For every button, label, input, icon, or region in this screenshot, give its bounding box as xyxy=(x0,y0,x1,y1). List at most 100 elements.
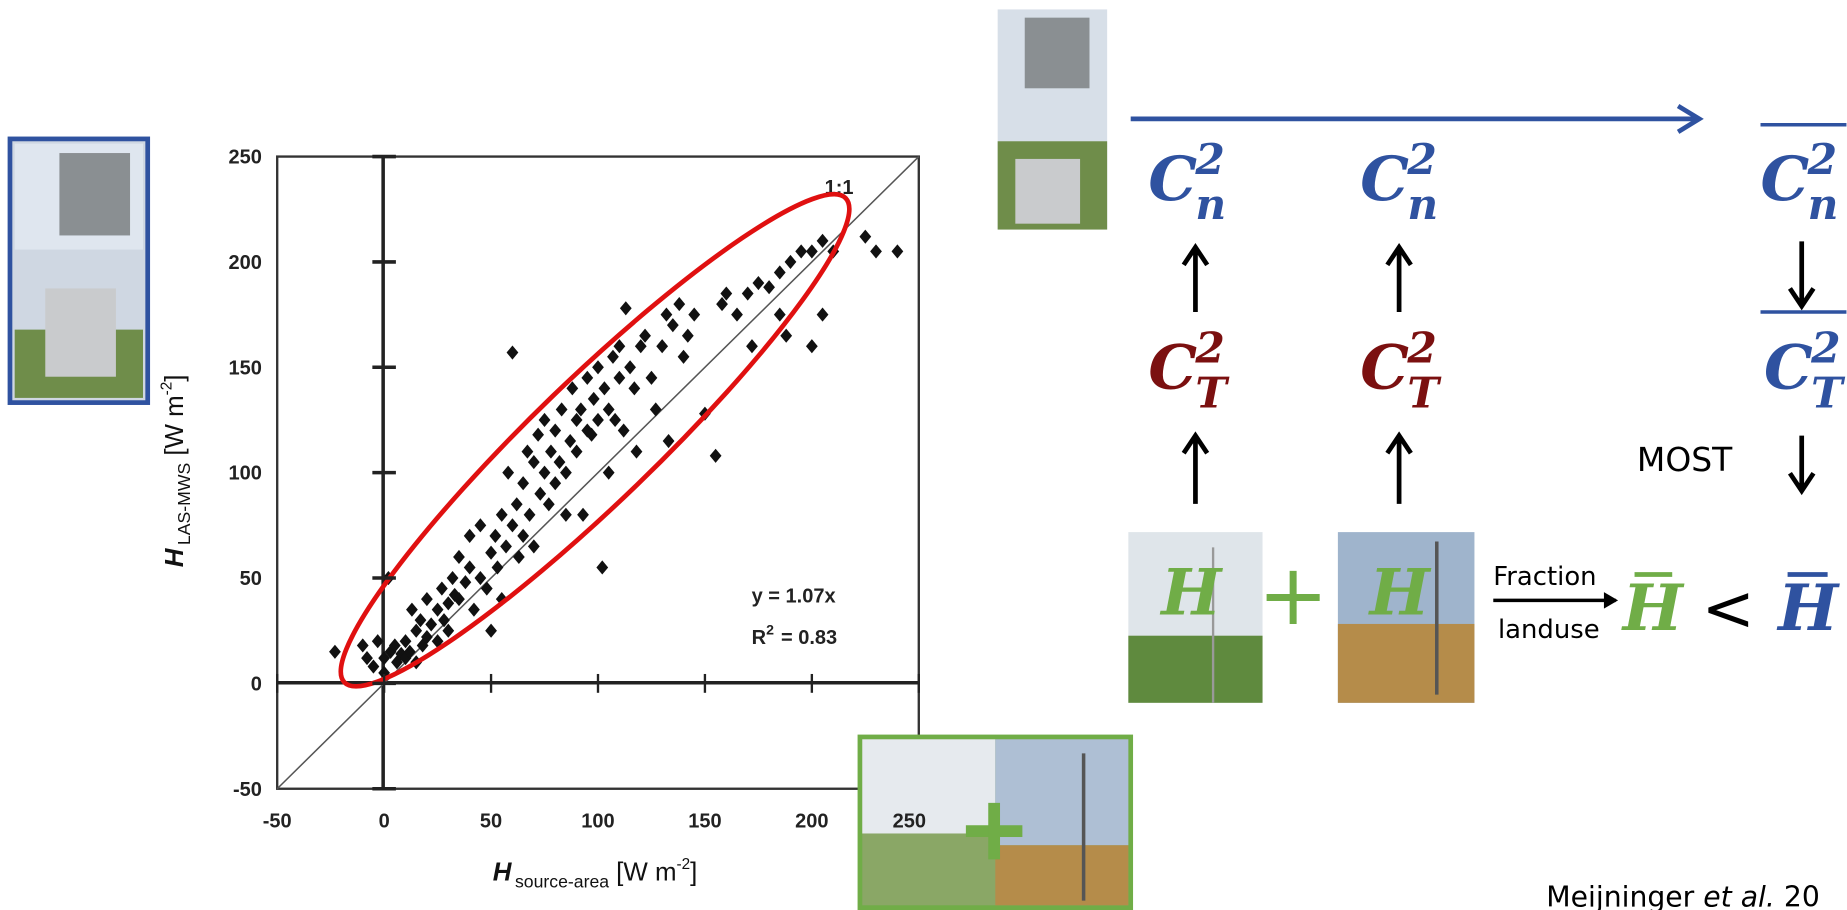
point xyxy=(609,413,621,427)
photo-top xyxy=(998,9,1107,229)
point xyxy=(763,280,775,294)
formula-sub: n xyxy=(1808,179,1839,229)
x-tick-label: 200 xyxy=(795,811,828,833)
point xyxy=(731,308,743,322)
x-tick-label: -50 xyxy=(263,811,292,833)
x-symbol: H xyxy=(493,859,513,887)
formula: C2n xyxy=(1761,134,1839,229)
point xyxy=(631,445,643,459)
point xyxy=(870,244,882,258)
point xyxy=(571,445,583,459)
point xyxy=(554,455,566,469)
point xyxy=(774,308,786,322)
r2-exponent: 2 xyxy=(766,622,774,638)
point xyxy=(560,508,572,522)
point xyxy=(795,244,807,258)
point xyxy=(453,550,465,564)
point xyxy=(620,301,632,315)
less-than: < xyxy=(1702,571,1755,645)
x-exponent: -2 xyxy=(677,856,691,873)
photo-left xyxy=(10,139,148,403)
y-tick-label: 200 xyxy=(229,252,262,274)
point xyxy=(436,581,448,595)
point xyxy=(485,546,497,560)
point xyxy=(406,603,418,617)
point xyxy=(556,402,568,416)
point xyxy=(468,603,480,617)
x-axis-label: Hsource-area[W m-2] xyxy=(493,856,698,892)
method-label: MOST xyxy=(1637,440,1733,479)
point xyxy=(534,487,546,501)
x-tick-label: 50 xyxy=(480,811,502,833)
point xyxy=(618,423,630,437)
flux-las: H xyxy=(1776,570,1840,645)
point xyxy=(592,413,604,427)
point xyxy=(613,339,625,353)
formula-sup: 2 xyxy=(1810,323,1841,373)
y-close: ] xyxy=(161,374,189,381)
point xyxy=(596,560,608,574)
fraction-arrow-head xyxy=(1604,592,1618,608)
r2-symbol: R xyxy=(752,627,767,649)
point xyxy=(357,638,369,652)
formula-base: C xyxy=(1360,332,1409,403)
point xyxy=(592,360,604,374)
point xyxy=(646,371,658,385)
formula-base: C xyxy=(1764,332,1813,403)
flux-average: H xyxy=(1621,570,1685,645)
formula-sup: 2 xyxy=(1807,134,1838,184)
point xyxy=(532,428,544,442)
landuse-label: landuse xyxy=(1498,615,1600,645)
point xyxy=(682,329,694,343)
y-tick-label: 100 xyxy=(229,463,262,485)
point xyxy=(432,603,444,617)
point xyxy=(474,518,486,532)
point xyxy=(543,497,555,511)
flux-right: H xyxy=(1368,555,1432,630)
point xyxy=(774,265,786,279)
point xyxy=(667,318,679,332)
x-close: ] xyxy=(690,859,697,887)
point xyxy=(817,308,829,322)
regression-r2: R2= 0.83 xyxy=(752,622,838,649)
formula-base: C xyxy=(1761,144,1810,215)
point xyxy=(577,508,589,522)
y-tick-label: 0 xyxy=(251,673,262,695)
formula-sup: 2 xyxy=(1194,134,1225,184)
y-subscript: LAS-MWS xyxy=(174,463,194,545)
point xyxy=(599,381,611,395)
point xyxy=(485,624,497,638)
point xyxy=(496,508,508,522)
y-tick-label: 150 xyxy=(229,357,262,379)
formula: C2T xyxy=(1360,323,1442,418)
point xyxy=(421,592,433,606)
x-tick-label: 150 xyxy=(688,811,721,833)
y-symbol: H xyxy=(161,547,189,567)
point xyxy=(329,645,341,659)
point xyxy=(859,230,871,244)
y-axis-label: HLAS-MWS[W m-2] xyxy=(158,374,194,567)
point xyxy=(613,371,625,385)
point xyxy=(489,529,501,543)
point xyxy=(628,381,640,395)
point xyxy=(513,550,525,564)
point xyxy=(492,560,504,574)
point xyxy=(447,571,459,585)
citation: Meijninger et al. 20 xyxy=(1546,880,1820,910)
formula-sub: T xyxy=(1195,367,1230,417)
point xyxy=(688,308,700,322)
point xyxy=(746,339,758,353)
point xyxy=(673,297,685,311)
point xyxy=(481,581,493,595)
y-tick-label: 50 xyxy=(240,568,262,590)
point xyxy=(528,455,540,469)
point xyxy=(517,529,529,543)
point xyxy=(560,466,572,480)
formula-sub: n xyxy=(1195,179,1226,229)
formula-sub: n xyxy=(1407,179,1438,229)
point xyxy=(464,560,476,574)
slide: 1:1 y = 1.07x R2= 0.83 -5005010015020025… xyxy=(0,0,1847,910)
formula-sub: T xyxy=(1407,367,1442,417)
point xyxy=(474,571,486,585)
